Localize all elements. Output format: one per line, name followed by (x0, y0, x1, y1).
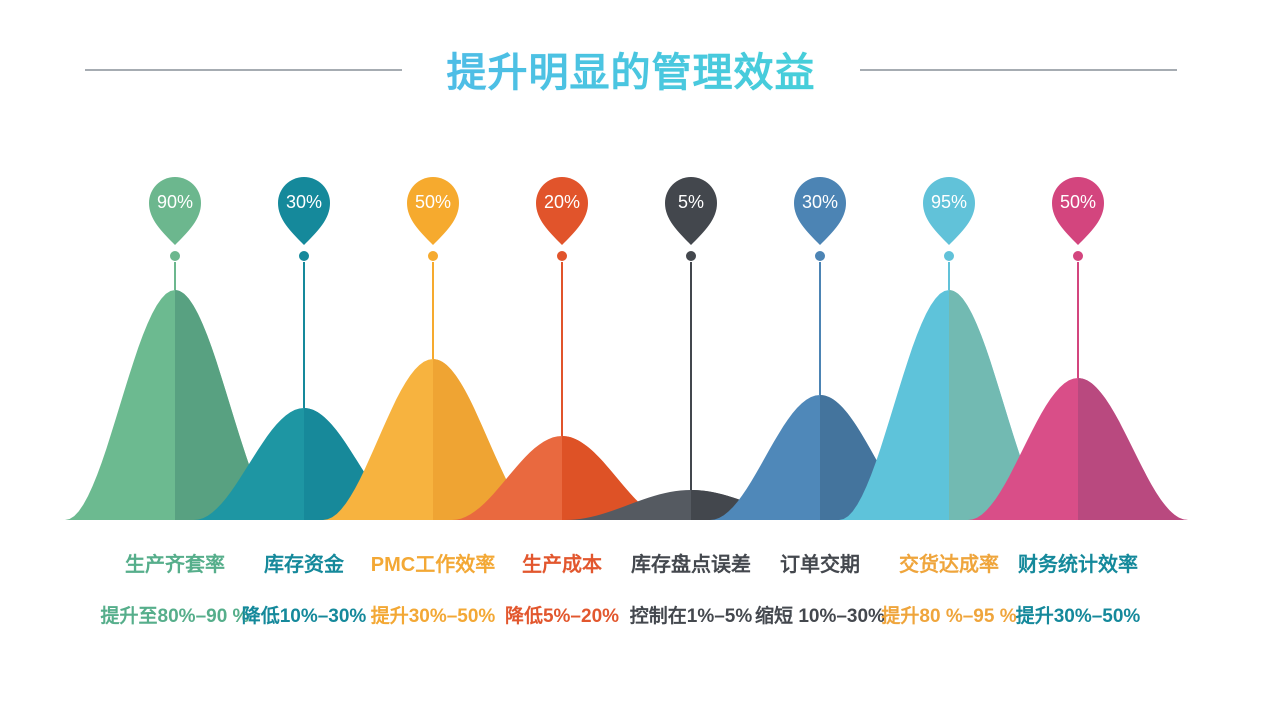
balloon-shape-icon (536, 177, 588, 245)
title-divider-right (860, 69, 1177, 71)
balloon-value: 95% (930, 191, 968, 212)
category-label: 生产齐套率 (125, 554, 225, 576)
curve-7-right (949, 290, 1059, 520)
chart-item: 95% 交货达成率 提升80 %–95 % (881, 0, 1017, 708)
marker-line (432, 262, 434, 359)
chart-item: 30% 库存资金 降低10%–30% (239, 0, 369, 708)
slide-title: 提升明显的管理效益 (0, 40, 1262, 98)
marker-dot (557, 251, 567, 261)
curve-6-right (820, 395, 930, 520)
curve-3-right (433, 359, 543, 520)
marker-line (174, 262, 176, 290)
balloon-value: 5% (677, 191, 704, 212)
balloon-marker: 5% (664, 176, 718, 246)
chart-item: 5% 库存盘点误差 控制在1%–5% (626, 0, 756, 708)
range-label: 提升30%–50% (370, 606, 496, 627)
curve-1-right (175, 290, 285, 520)
balloon-marker: 50% (406, 176, 460, 246)
balloon-marker: 90% (148, 176, 202, 246)
marker-dot (944, 251, 954, 261)
category-label: 库存资金 (264, 554, 344, 576)
chart-item: 50% PMC工作效率 提升30%–50% (368, 0, 498, 708)
chart-item: 50% 财务统计效率 提升30%–50% (1013, 0, 1143, 708)
range-label: 缩短 10%–30% (755, 606, 885, 627)
balloon-value: 30% (801, 191, 839, 212)
title-divider-left (85, 69, 402, 71)
balloon-value: 50% (1059, 191, 1097, 212)
category-label: 交货达成率 (899, 554, 999, 576)
balloon-shape-icon (407, 177, 459, 245)
balloon-marker: 50% (1051, 176, 1105, 246)
balloon-shape-icon (794, 177, 846, 245)
marker-dot (686, 251, 696, 261)
category-label: PMC工作效率 (370, 554, 496, 576)
balloon-marker: 30% (277, 176, 331, 246)
balloon-value: 50% (414, 191, 452, 212)
balloon-shape-icon (278, 177, 330, 245)
curve-2-right (304, 408, 414, 520)
marker-dot (1073, 251, 1083, 261)
balloon-shape-icon (1052, 177, 1104, 245)
marker-line (819, 262, 821, 395)
chart-item: 30% 订单交期 缩短 10%–30% (755, 0, 885, 708)
balloon-value: 90% (156, 191, 194, 212)
range-label: 控制在1%–5% (629, 606, 753, 627)
chart-item: 90% 生产齐套率 提升至80%–90 % (101, 0, 249, 708)
balloon-shape-icon (923, 177, 975, 245)
curve-8-right (1078, 378, 1188, 520)
range-label: 提升30%–50% (1015, 606, 1141, 627)
balloon-shape-icon (665, 177, 717, 245)
balloon-marker: 30% (793, 176, 847, 246)
category-label: 生产成本 (522, 554, 602, 576)
balloon-marker: 95% (922, 176, 976, 246)
marker-line (561, 262, 563, 436)
chart-item: 20% 生产成本 降低5%–20% (497, 0, 627, 708)
range-label: 提升至80%–90 % (100, 606, 250, 627)
marker-line (948, 262, 950, 290)
range-label: 降低10%–30% (241, 606, 367, 627)
marker-dot (815, 251, 825, 261)
marker-dot (428, 251, 438, 261)
range-label: 提升80 %–95 % (881, 606, 1017, 627)
marker-line (690, 262, 692, 490)
category-label: 订单交期 (780, 554, 860, 576)
marker-line (303, 262, 305, 408)
balloon-shape-icon (149, 177, 201, 245)
category-label: 财务统计效率 (1018, 554, 1138, 576)
range-label: 降低5%–20% (504, 606, 620, 627)
category-label: 库存盘点误差 (631, 554, 751, 576)
marker-dot (299, 251, 309, 261)
balloon-value: 20% (543, 191, 581, 212)
marker-line (1077, 262, 1079, 378)
marker-dot (170, 251, 180, 261)
balloon-marker: 20% (535, 176, 589, 246)
curve-4-right (562, 436, 672, 520)
balloon-value: 30% (285, 191, 323, 212)
